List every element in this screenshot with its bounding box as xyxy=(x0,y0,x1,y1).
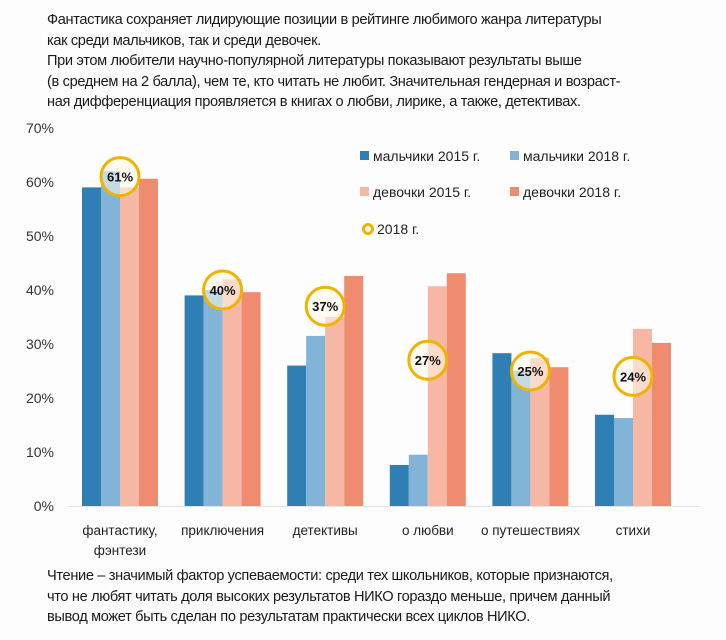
annotation-label: 61% xyxy=(107,170,133,185)
legend-swatch xyxy=(360,151,369,160)
x-tick-label: стихи xyxy=(616,523,651,538)
bar: девочки 2018 г.: 25.7% xyxy=(549,367,569,506)
bar: девочки 2018 г.: 43.1% xyxy=(446,273,466,506)
x-tick-label: о путешествиях xyxy=(481,523,580,538)
annotation-label: 24% xyxy=(620,369,646,384)
annotation-label: 37% xyxy=(312,299,338,314)
annotation-circle xyxy=(407,339,449,381)
legend-label: 2018 г. xyxy=(377,221,419,237)
y-tick-label: 60% xyxy=(26,174,54,190)
x-tick-label: о любви xyxy=(402,523,454,538)
bar-chart: 0% 10% 20% 30% 40% 50% 60% 70% мальчики 2015 г.… xyxy=(26,120,700,558)
legend-label: мальчики 2015 г. xyxy=(373,148,480,164)
legend-swatch xyxy=(510,151,519,160)
annotation-circle xyxy=(304,285,346,327)
annotation-label: 27% xyxy=(415,353,441,368)
x-tick-label: фантастику, xyxy=(82,523,157,538)
legend-circle-icon xyxy=(362,223,374,235)
bar: девочки 2015 г.: 35% xyxy=(325,317,345,506)
intro-paragraph: Фантастика сохраняет лидирующие позиции … xyxy=(47,10,717,113)
legend-swatch xyxy=(360,187,369,196)
legend-label: девочки 2018 г. xyxy=(523,184,621,200)
annotation-circle xyxy=(612,355,654,397)
bar: девочки 2015 г.: 42% xyxy=(222,279,242,506)
outro-line: вывод может быть сделан по результатам п… xyxy=(47,609,530,626)
bar: мальчики 2015 г.: 16.9% xyxy=(595,414,614,506)
y-tick-label: 30% xyxy=(26,336,54,352)
intro-line: как среди мальчиков, так и среди девочек… xyxy=(47,32,321,49)
bar: девочки 2018 г.: 42.6% xyxy=(344,275,364,506)
y-tick-label: 70% xyxy=(26,120,54,136)
intro-line: (в среднем на 2 балла), чем те, кто чита… xyxy=(47,73,621,90)
y-tick-label: 50% xyxy=(26,228,54,244)
y-tick-label: 0% xyxy=(34,498,54,514)
bar: девочки 2018 г.: 39.6% xyxy=(241,292,261,506)
intro-line: При этом любители научно-популярной лите… xyxy=(47,53,582,70)
outro-paragraph: Чтение – значимый фактор успеваемости: с… xyxy=(47,566,717,628)
legend-swatch xyxy=(510,187,519,196)
annotation-circle xyxy=(99,156,141,198)
y-tick-label: 10% xyxy=(26,444,54,460)
bar: девочки 2015 г.: 59% xyxy=(120,187,139,506)
legend-label: мальчики 2018 г. xyxy=(523,148,630,164)
bar: мальчики 2018 г.: 40% xyxy=(203,290,223,506)
annotation-label: 25% xyxy=(517,364,543,379)
legend-label: девочки 2015 г. xyxy=(373,184,471,200)
bar: девочки 2015 г.: 40.7% xyxy=(427,286,447,506)
outro-line: что не любят читать доля высоких результ… xyxy=(47,588,611,605)
bars: мальчики 2015 г.: 59%мальчики 2018 г.: 6… xyxy=(82,171,671,506)
legend: мальчики 2015 г. мальчики 2018 г. девочки … xyxy=(360,148,630,237)
outro-line: Чтение – значимый фактор успеваемости: с… xyxy=(47,568,613,584)
bar: мальчики 2018 г.: 16.3% xyxy=(614,417,633,506)
bar: мальчики 2018 г.: 31.5% xyxy=(306,335,326,506)
bar: мальчики 2018 г.: 9.5% xyxy=(408,454,428,506)
annotation-bubbles: 61% 40% 37% 27% 25% 24% xyxy=(99,156,654,397)
x-axis: фантастику, фэнтези приключения детективы о … xyxy=(82,523,650,558)
bar: мальчики 2015 г.: 26% xyxy=(287,365,307,506)
bar: мальчики 2018 г.: 25% xyxy=(511,371,531,506)
annotation-circle xyxy=(202,269,244,311)
y-axis: 0% 10% 20% 30% 40% 50% 60% 70% xyxy=(26,120,54,514)
bar: девочки 2018 г.: 60.6% xyxy=(139,178,158,506)
y-tick-label: 20% xyxy=(26,390,54,406)
x-tick-label: фэнтези xyxy=(94,543,146,558)
bar: мальчики 2015 г.: 28.3% xyxy=(492,353,512,506)
bar: девочки 2015 г.: 32.8% xyxy=(633,328,652,506)
bar: мальчики 2015 г.: 59% xyxy=(82,187,101,506)
bar: девочки 2015 г.: 27.4% xyxy=(530,358,550,506)
bar: мальчики 2015 г.: 7.6% xyxy=(389,464,409,506)
y-tick-label: 40% xyxy=(26,282,54,298)
x-tick-label: детективы xyxy=(293,523,358,538)
intro-line: Фантастика сохраняет лидирующие позиции … xyxy=(47,12,602,28)
annotation-label: 40% xyxy=(210,283,236,298)
annotation-circle xyxy=(509,350,551,392)
bar: мальчики 2015 г.: 39% xyxy=(184,295,204,506)
bar: девочки 2018 г.: 30.2% xyxy=(652,342,671,506)
x-tick-label: приключения xyxy=(181,523,264,538)
bar: мальчики 2018 г.: 62% xyxy=(101,171,120,506)
intro-line: ная дифференциация проявляется в книгах … xyxy=(47,94,581,111)
